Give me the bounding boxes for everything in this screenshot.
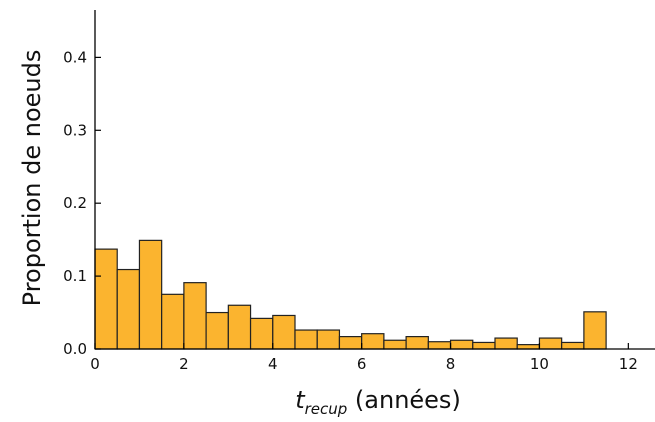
bar-5	[205, 311, 229, 350]
bar-15	[427, 341, 452, 350]
x-tick-label-2: 4	[268, 355, 278, 373]
y-tick-label-3: 0.3	[63, 121, 87, 139]
x-tick-label-5: 10	[530, 355, 549, 373]
y-tick-label-2: 0.2	[63, 194, 87, 212]
bar-7	[249, 317, 274, 350]
axes-group: 0.0 0.1 0.2 0.3 0.4 0 2 4 6 8 10 12	[63, 10, 655, 373]
bar-4	[183, 282, 207, 350]
y-tick-label-1: 0.1	[63, 267, 87, 285]
y-tick-label-4: 0.4	[63, 48, 87, 66]
labels-group: trecup (années) Proportion de noeuds	[18, 50, 461, 418]
bar-9	[294, 329, 318, 350]
bar-12	[361, 333, 385, 350]
bar-20	[538, 337, 563, 350]
bar-14	[405, 336, 429, 350]
bars-group	[94, 239, 607, 350]
y-tick-label-0: 0.0	[63, 340, 87, 358]
bar-10	[316, 329, 341, 350]
x-tick-label-0: 0	[90, 355, 100, 373]
bar-22	[583, 311, 607, 350]
bar-3	[161, 293, 185, 350]
x-tick-label-4: 8	[446, 355, 456, 373]
bar-19	[516, 344, 541, 350]
bar-16	[449, 339, 474, 350]
bar-8	[272, 314, 296, 350]
bar-11	[338, 336, 363, 350]
bar-2	[138, 239, 163, 350]
bar-17	[472, 341, 496, 350]
x-axis-label: trecup (années)	[295, 386, 461, 418]
x-tick-label-3: 6	[357, 355, 367, 373]
bar-18	[494, 337, 518, 350]
bar-21	[561, 341, 585, 350]
x-tick-label-1: 2	[179, 355, 189, 373]
x-tick-label-6: 12	[619, 355, 638, 373]
bar-13	[383, 339, 407, 350]
y-axis-label: Proportion de noeuds	[18, 50, 46, 307]
bar-6	[227, 304, 252, 350]
bar-1	[116, 268, 141, 350]
bar-0	[94, 248, 118, 350]
